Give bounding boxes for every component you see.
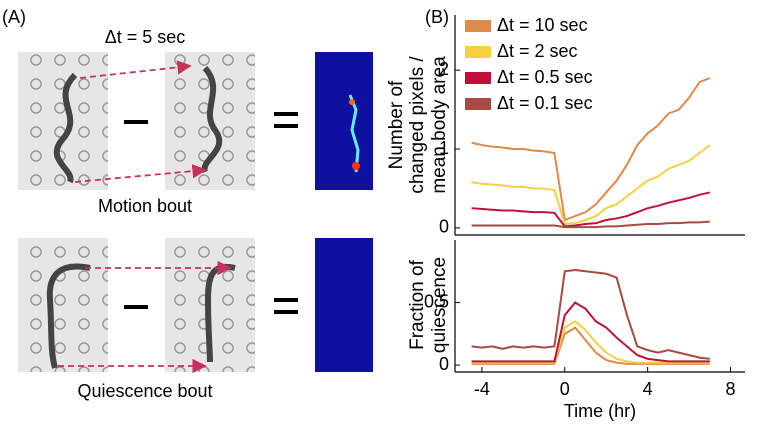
panel-label: (B) xyxy=(425,7,449,27)
legend-swatch xyxy=(465,20,491,32)
minus-sign xyxy=(124,305,148,309)
worm xyxy=(46,263,91,369)
image-frame xyxy=(18,238,108,372)
heatmap-signal xyxy=(348,94,360,173)
panel-a: (A) Δt = 5 sec Motion bout Quiescence bo… xyxy=(2,7,373,401)
series-line xyxy=(471,77,711,222)
y-tick-label: 0 xyxy=(439,354,449,374)
arrow xyxy=(74,163,207,183)
legend-swatch xyxy=(465,72,491,84)
panel-b: 0 1 2 Number of changed pixels / mean body ar… xyxy=(386,13,745,421)
series-line xyxy=(471,320,710,364)
equals-sign xyxy=(274,310,298,314)
legend-label: Δt = 0.1 sec xyxy=(497,93,593,113)
y-tick-label: 0.5 xyxy=(424,291,449,311)
y-axis-label: Fraction of xyxy=(407,259,428,349)
series-line xyxy=(471,301,710,363)
y-axis-label: mean body area xyxy=(429,56,450,194)
y-tick-label: 0 xyxy=(439,217,449,237)
y-tick-label: 1 xyxy=(439,138,449,158)
equals-sign xyxy=(274,298,298,302)
worm xyxy=(53,72,78,184)
x-axis-label: Time (hr) xyxy=(564,401,636,421)
x-tick-label: 4 xyxy=(643,379,653,399)
series-line xyxy=(471,269,710,360)
x-tick-label: 0 xyxy=(560,379,570,399)
row-caption: Quiescence bout xyxy=(77,381,212,401)
panel-title: Δt = 5 sec xyxy=(105,27,186,47)
x-tick-label: 8 xyxy=(725,379,735,399)
row-caption: Motion bout xyxy=(98,196,192,216)
heatmap xyxy=(315,238,373,372)
arrow xyxy=(79,60,192,79)
series-line xyxy=(471,326,710,365)
y-axis-label: changed pixels / xyxy=(407,56,428,194)
equals-sign xyxy=(274,124,298,128)
heatmap xyxy=(315,52,373,190)
heatmap-signal xyxy=(349,99,355,105)
series-line xyxy=(471,144,711,226)
legend-swatch xyxy=(465,98,491,110)
panel-label: (A) xyxy=(2,7,26,27)
y-axis-label: Number of xyxy=(386,80,407,169)
legend-label: Δt = 0.5 sec xyxy=(497,67,593,87)
heatmap-signal xyxy=(352,162,360,170)
legend-swatch xyxy=(465,46,491,58)
series-line xyxy=(471,191,711,228)
worm xyxy=(201,65,223,174)
legend-label: Δt = 2 sec xyxy=(497,41,578,61)
legend-label: Δt = 10 sec xyxy=(497,15,588,35)
y-axis-label: quiescence xyxy=(429,257,450,353)
x-tick-label: -4 xyxy=(474,379,490,399)
minus-sign xyxy=(124,120,148,124)
y-tick-label: 2 xyxy=(439,59,449,79)
series-line xyxy=(471,220,710,229)
equals-sign xyxy=(274,112,298,116)
